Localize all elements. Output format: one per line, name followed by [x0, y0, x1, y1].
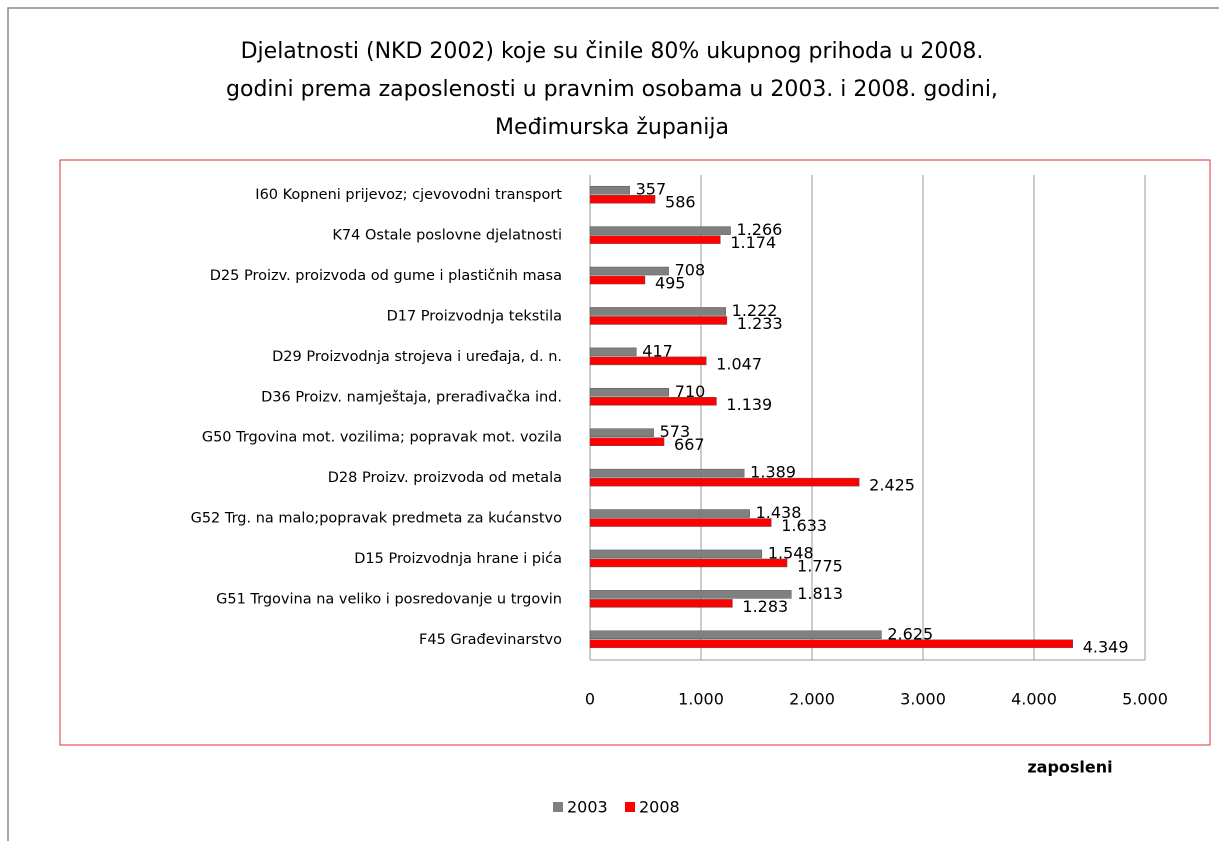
- bar: [589, 518, 772, 527]
- data-label: 1.139: [726, 395, 772, 414]
- y-tick-label: I60 Kopneni prijevoz; cjevovodni transpo…: [255, 187, 562, 203]
- data-label: 1.222: [732, 301, 778, 320]
- x-tick-label: 1.000: [678, 690, 724, 709]
- data-label: 708: [675, 261, 706, 280]
- y-tick-label: D25 Proizv. proizvoda od gume i plastičn…: [210, 268, 562, 284]
- bar: [589, 437, 665, 446]
- data-label: 667: [674, 435, 705, 454]
- bar: [589, 307, 726, 316]
- legend-label: 2008: [639, 798, 680, 817]
- bar: [589, 590, 792, 599]
- chart-title: Djelatnosti (NKD 2002) koje su činile 80…: [241, 39, 984, 64]
- bar: [589, 266, 669, 276]
- data-label: 4.349: [1083, 637, 1129, 656]
- data-label: 1.266: [737, 220, 783, 239]
- data-label: 1.283: [742, 597, 788, 616]
- x-tick-label: 0: [585, 690, 595, 709]
- legend-swatch: [625, 802, 635, 812]
- chart-title: Međimurska županija: [495, 115, 729, 140]
- y-tick-label: F45 Građevinarstvo: [419, 632, 562, 648]
- bar: [589, 630, 882, 640]
- data-label: 1.775: [797, 556, 843, 575]
- x-tick-label: 3.000: [900, 690, 946, 709]
- data-label: 573: [660, 422, 691, 441]
- x-axis-label: zaposleni: [1027, 758, 1112, 777]
- data-label: 357: [636, 180, 667, 199]
- bar: [589, 639, 1073, 649]
- bar: [589, 275, 646, 285]
- y-tick-label: D28 Proizv. proizvoda od metala: [328, 470, 562, 486]
- bar: [589, 356, 707, 366]
- y-tick-label: D29 Proizvodnja strojeva i uređaja, d. n…: [272, 349, 562, 365]
- data-label: 1.548: [768, 543, 814, 562]
- data-label: 495: [655, 274, 686, 293]
- bar: [589, 549, 763, 559]
- data-label: 1.633: [781, 516, 827, 535]
- x-tick-label: 5.000: [1122, 690, 1168, 709]
- x-tick-label: 2.000: [789, 690, 835, 709]
- legend-label: 2003: [567, 798, 608, 817]
- data-label: 417: [642, 341, 673, 360]
- bar: [589, 428, 654, 437]
- data-label: 1.389: [750, 463, 796, 482]
- bar: [589, 599, 733, 608]
- chart-title: godini prema zaposlenosti u pravnim osob…: [226, 77, 998, 102]
- bar: [589, 388, 670, 397]
- data-label: 2.425: [869, 476, 915, 495]
- x-tick-label: 4.000: [1011, 690, 1057, 709]
- data-label: 1.813: [797, 584, 843, 603]
- y-tick-label: D36 Proizv. namještaja, prerađivačka ind…: [261, 389, 562, 405]
- legend-swatch: [553, 802, 563, 812]
- data-label: 1.174: [730, 233, 776, 252]
- data-label: 710: [675, 382, 706, 401]
- bar: [589, 185, 630, 195]
- plot-frame: [59, 159, 1211, 746]
- data-label: 2.625: [887, 624, 933, 643]
- data-label: 1.047: [716, 354, 762, 373]
- bar: [589, 235, 721, 244]
- y-tick-label: G52 Trg. na malo;popravak predmeta za ku…: [191, 511, 563, 527]
- bar: [589, 477, 860, 487]
- data-label: 1.438: [756, 503, 802, 522]
- y-tick-label: D15 Proizvodnja hrane i pića: [354, 551, 562, 567]
- bar: [589, 558, 788, 568]
- y-tick-label: K74 Ostale poslovne djelatnosti: [332, 228, 562, 244]
- bar: [589, 509, 750, 518]
- data-label: 1.233: [737, 314, 783, 333]
- bar: [589, 347, 637, 357]
- y-tick-label: D17 Proizvodnja tekstila: [387, 308, 562, 324]
- y-tick-label: G50 Trgovina mot. vozilima; popravak mot…: [202, 430, 562, 446]
- bar: [589, 316, 728, 325]
- bar: [589, 468, 745, 478]
- chart-frame: [7, 7, 1219, 841]
- bar: [589, 194, 656, 204]
- bar: [589, 226, 731, 235]
- bar: [589, 397, 717, 406]
- y-tick-label: G51 Trgovina na veliko i posredovanje u …: [216, 591, 562, 607]
- data-label: 586: [665, 193, 696, 212]
